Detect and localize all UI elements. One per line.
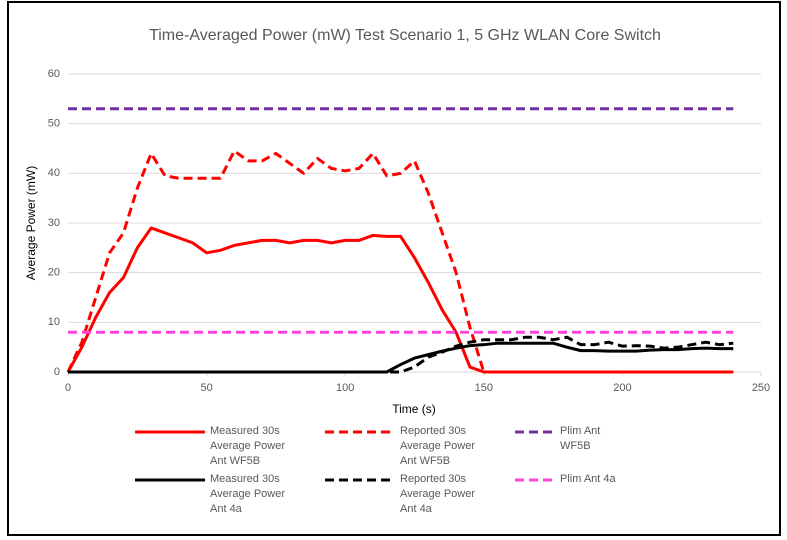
y-tick-label: 50 xyxy=(48,118,60,130)
x-axis-label: Time (s) xyxy=(392,402,436,416)
x-tick-label: 50 xyxy=(200,382,212,394)
series-line xyxy=(68,341,734,374)
legend-label: Measured 30s Average Power Ant 4a xyxy=(210,473,286,515)
y-tick-label: 10 xyxy=(48,316,60,328)
legend-label: Reported 30s Average Power Ant 4a xyxy=(400,473,476,515)
series-line xyxy=(66,149,734,374)
x-tick-label: 0 xyxy=(65,382,71,394)
y-tick-label: 30 xyxy=(48,217,60,229)
y-tick-label: 20 xyxy=(48,267,60,279)
series-line xyxy=(68,335,734,374)
x-tick-label: 100 xyxy=(336,382,354,394)
legend-label: Plim Ant WF5B xyxy=(560,425,601,452)
chart-title: Time-Averaged Power (mW) Test Scenario 1… xyxy=(149,27,661,44)
legend-label: Measured 30s Average Power Ant WF5B xyxy=(210,425,286,467)
series-line xyxy=(66,226,734,374)
y-axis-label: Average Power (mW) xyxy=(24,166,38,280)
y-tick-label: 40 xyxy=(48,167,60,179)
legend-label: Plim Ant 4a xyxy=(560,473,616,485)
y-tick-label: 60 xyxy=(48,68,60,80)
x-tick-label: 150 xyxy=(475,382,493,394)
y-tick-label: 0 xyxy=(54,366,60,378)
legend-label: Reported 30s Average Power Ant WF5B xyxy=(400,425,476,467)
chart-border xyxy=(7,1,781,536)
x-tick-label: 250 xyxy=(752,382,770,394)
x-tick-label: 200 xyxy=(613,382,631,394)
